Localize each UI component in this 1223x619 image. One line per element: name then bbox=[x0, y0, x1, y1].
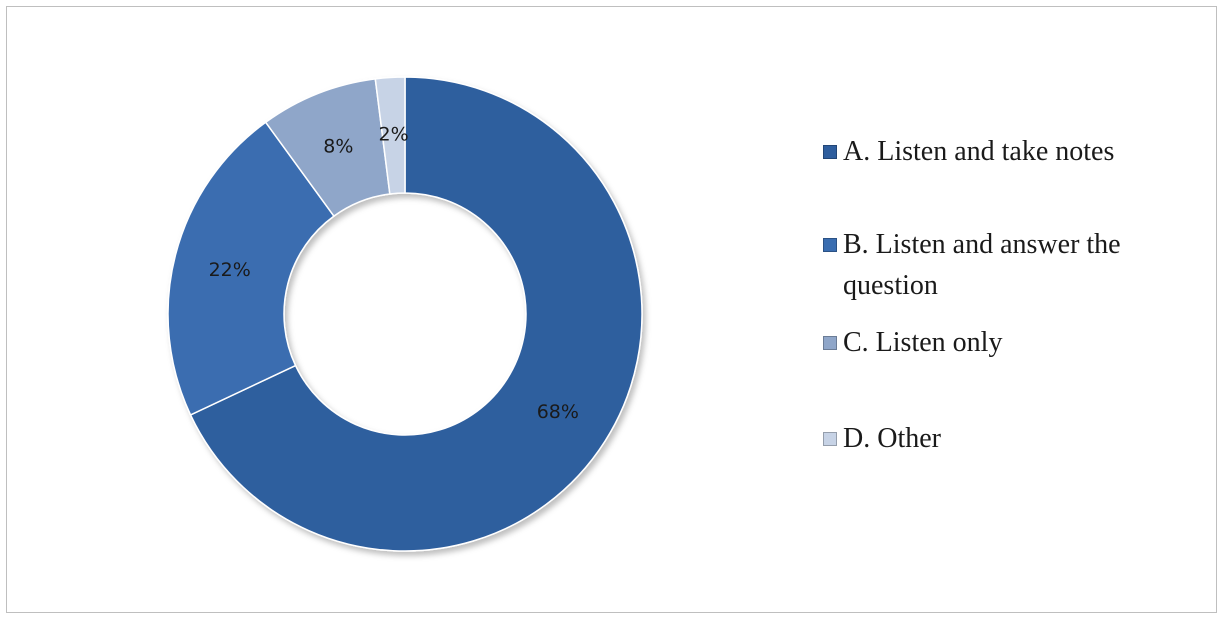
legend-item-a: A. Listen and take notes bbox=[823, 135, 1114, 172]
slice-d-value-label: 2% bbox=[379, 123, 409, 145]
slice-a-value-label: 68% bbox=[537, 401, 579, 423]
legend-swatch-b bbox=[823, 238, 837, 252]
slice-a bbox=[189, 76, 643, 552]
legend-label-b: B. Listen and answer the question bbox=[843, 229, 1121, 301]
legend-item-d: D. Other bbox=[823, 422, 941, 459]
slice-b-value-label: 22% bbox=[209, 259, 251, 281]
legend-item-b: B. Listen and answer the question bbox=[823, 228, 1203, 306]
legend-swatch-d bbox=[823, 432, 837, 446]
legend-label-d: D. Other bbox=[843, 423, 941, 454]
legend-label-c: C. Listen only bbox=[843, 327, 1003, 358]
legend-swatch-c bbox=[823, 336, 837, 350]
slice-b bbox=[167, 121, 335, 416]
slice-c-value-label: 8% bbox=[323, 136, 353, 158]
legend-swatch-a bbox=[823, 145, 837, 159]
legend-label-a: A. Listen and take notes bbox=[843, 136, 1115, 167]
slice-d bbox=[374, 76, 406, 195]
legend-item-c: C. Listen only bbox=[823, 326, 1002, 363]
